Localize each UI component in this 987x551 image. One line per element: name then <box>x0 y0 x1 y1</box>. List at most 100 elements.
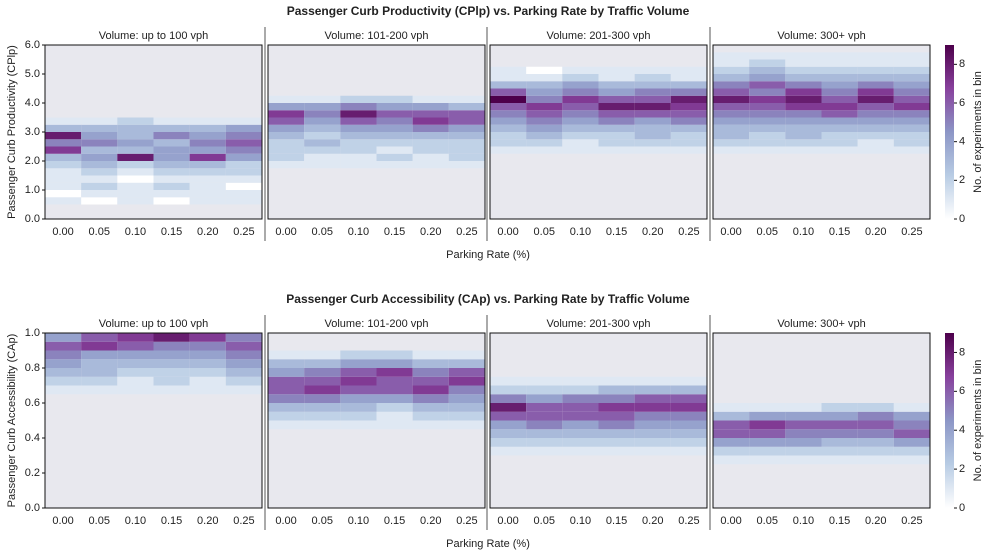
heatmap-cell <box>412 368 449 377</box>
x-tick-label: 0.10 <box>793 515 814 527</box>
heatmap-cell <box>376 385 413 395</box>
x-tick-label: 0.10 <box>570 226 591 238</box>
heatmap-cell <box>634 132 671 140</box>
panel-title: Volume: 201-300 vph <box>547 30 651 42</box>
heatmap-cell <box>412 350 449 360</box>
heatmap-cell <box>670 429 707 438</box>
heatmap-cell <box>153 182 190 190</box>
x-tick-label: 0.20 <box>197 226 218 238</box>
x-axis-label: Parking Rate (%) <box>446 249 530 261</box>
heatmap-cell <box>670 420 707 430</box>
heatmap-cell <box>526 385 563 395</box>
heatmap-cell <box>45 182 82 190</box>
panel-title: Volume: 201-300 vph <box>547 318 651 330</box>
heatmap-cell <box>268 368 305 377</box>
heatmap-cell <box>893 438 930 447</box>
heatmap-cell <box>412 153 449 161</box>
heatmap-cell <box>562 146 599 154</box>
heatmap-cell <box>81 161 118 169</box>
heatmap-cell <box>598 429 635 438</box>
heatmap-cell <box>45 132 82 140</box>
heatmap-cell <box>225 175 262 183</box>
heatmap-cell <box>45 333 82 342</box>
heatmap-cell <box>225 153 262 161</box>
heatmap-cell <box>490 376 527 386</box>
heatmap-cell <box>81 368 118 377</box>
chart-title: Passenger Curb Productivity (CPlp) vs. P… <box>287 4 690 18</box>
heatmap-cell <box>785 52 822 60</box>
heatmap-cell <box>304 368 341 377</box>
heatmap-cell <box>448 385 485 395</box>
heatmap-cell <box>713 411 750 421</box>
heatmap-cell <box>821 146 858 154</box>
x-tick-label: 0.25 <box>901 515 922 527</box>
heatmap-cell <box>304 403 341 412</box>
y-axis-label: Passenger Curb Productivity (CPlp) <box>6 45 18 219</box>
heatmap-cell <box>598 411 635 421</box>
colorbar-tick-label: 6 <box>959 385 965 397</box>
heatmap-cell <box>785 146 822 154</box>
heatmap-cell <box>153 197 190 205</box>
y-tick-label: 2.0 <box>25 155 40 167</box>
heatmap-cell <box>448 161 485 169</box>
heatmap-cell <box>562 81 599 89</box>
heatmap-cell <box>821 74 858 82</box>
heatmap-cell <box>225 168 262 176</box>
heatmap-cell <box>857 66 894 74</box>
heatmap-cell <box>749 59 786 67</box>
heatmap-cell <box>412 359 449 368</box>
heatmap-cell <box>749 420 786 430</box>
heatmap-cell <box>225 132 262 140</box>
y-tick-label: 6.0 <box>25 39 40 51</box>
x-tick-label: 0.20 <box>420 515 441 527</box>
heatmap-cell <box>117 333 154 342</box>
heatmap-cell <box>562 88 599 96</box>
x-tick-label: 0.05 <box>89 226 110 238</box>
panel-title: Volume: 101-200 vph <box>325 30 429 42</box>
heatmap-cell <box>153 132 190 140</box>
heatmap-cell <box>893 88 930 96</box>
heatmap-cell <box>304 146 341 154</box>
heatmap-cell <box>268 103 305 111</box>
heatmap-cell <box>340 350 377 360</box>
heatmap-cell <box>598 66 635 74</box>
heatmap-cell <box>785 139 822 147</box>
heatmap-cell <box>448 350 485 360</box>
heatmap-cell <box>670 438 707 447</box>
heatmap-cell <box>562 411 599 421</box>
heatmap-cell <box>893 411 930 421</box>
heatmap-cell <box>490 394 527 403</box>
heatmap-cell <box>749 88 786 96</box>
heatmap-cell <box>268 411 305 421</box>
heatmap-cell <box>189 333 226 342</box>
heatmap-cell <box>340 146 377 154</box>
heatmap-cell <box>857 438 894 447</box>
heatmap-cell <box>268 132 305 140</box>
heatmap-cell <box>749 52 786 60</box>
x-tick-label: 0.15 <box>384 515 405 527</box>
heatmap-cell <box>304 110 341 118</box>
heatmap-cell <box>340 403 377 412</box>
heatmap-cell <box>749 139 786 147</box>
heatmap-cell <box>821 124 858 132</box>
heatmap-cell <box>45 175 82 183</box>
heatmap-cell <box>376 368 413 377</box>
heatmap-cell <box>634 88 671 96</box>
heatmap-cell <box>225 341 262 351</box>
heatmap-cell <box>340 161 377 169</box>
plot-frame <box>489 44 708 220</box>
heatmap-cell <box>490 146 527 154</box>
heatmap-cell <box>821 95 858 103</box>
heatmap-cell <box>153 385 190 395</box>
heatmap-cell <box>448 368 485 377</box>
heatmap-cell <box>376 359 413 368</box>
heatmap-cell <box>490 66 527 74</box>
heatmap-cell <box>821 66 858 74</box>
heatmap-cell <box>598 139 635 147</box>
heatmap-cell <box>713 117 750 125</box>
x-tick-label: 0.05 <box>89 515 110 527</box>
heatmap-cell <box>225 376 262 386</box>
heatmap-cell <box>785 66 822 74</box>
heatmap-cell <box>153 146 190 154</box>
x-tick-label: 0.15 <box>829 226 850 238</box>
